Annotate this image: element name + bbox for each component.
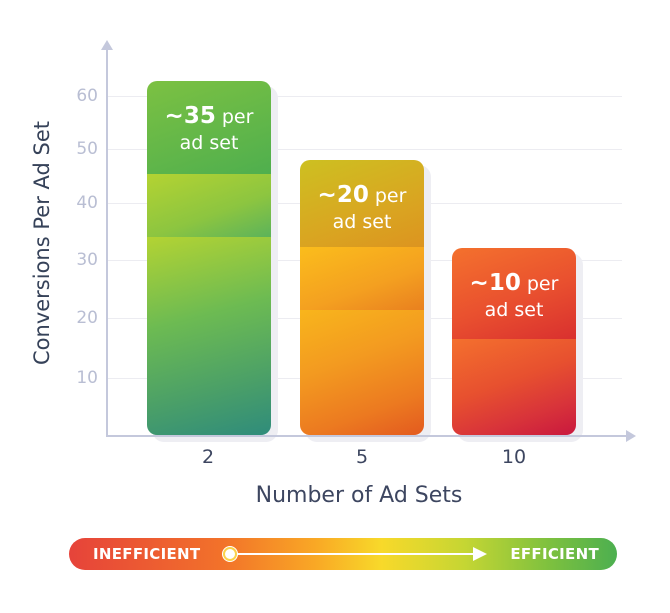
scale-arrow-line — [237, 553, 479, 555]
y-tick-30: 30 — [76, 250, 98, 270]
gridline-50 — [108, 149, 622, 150]
bar-segment-middle — [300, 247, 424, 310]
x-axis-arrow-icon — [626, 430, 636, 442]
bar-annotation: ~10 per ad set — [469, 270, 559, 321]
x-tick-5: 5 — [355, 446, 369, 468]
bar-2-ad-sets: ~35 per ad set — [147, 81, 271, 435]
scale-label-efficient: EFFICIENT — [510, 545, 599, 563]
bar-segment-top — [300, 160, 424, 247]
bar-segment-middle — [147, 174, 271, 237]
scale-arrowhead-icon — [473, 547, 487, 561]
bar-annotation: ~35 per ad set — [164, 103, 254, 154]
y-axis-title: Conversions Per Ad Set — [30, 121, 54, 365]
y-tick-40: 40 — [76, 193, 98, 213]
bar-segment-bottom — [300, 310, 424, 435]
x-axis — [106, 435, 628, 437]
efficiency-scale: INEFFICIENT EFFICIENT — [69, 538, 617, 570]
y-tick-20: 20 — [76, 308, 98, 328]
y-tick-60: 60 — [76, 86, 98, 106]
bar-5-ad-sets: ~20 per ad set — [300, 160, 424, 435]
scale-start-dot-icon — [223, 547, 237, 561]
y-tick-50: 50 — [76, 139, 98, 159]
bar-10-ad-sets: ~10 per ad set — [452, 248, 576, 435]
scale-label-inefficient: INEFFICIENT — [93, 545, 201, 563]
x-axis-title: Number of Ad Sets — [255, 483, 463, 508]
bar-segment-bottom — [147, 237, 271, 435]
bar-annotation: ~20 per ad set — [317, 182, 407, 233]
bar-segment-top — [147, 81, 271, 174]
bar-segment-top — [452, 248, 576, 339]
y-axis — [106, 48, 108, 437]
x-tick-10: 10 — [501, 446, 527, 468]
y-axis-arrow-icon — [101, 40, 113, 50]
gridline-60 — [108, 96, 622, 97]
x-tick-2: 2 — [201, 446, 215, 468]
bar-segment-bottom — [452, 339, 576, 435]
y-tick-10: 10 — [76, 368, 98, 388]
